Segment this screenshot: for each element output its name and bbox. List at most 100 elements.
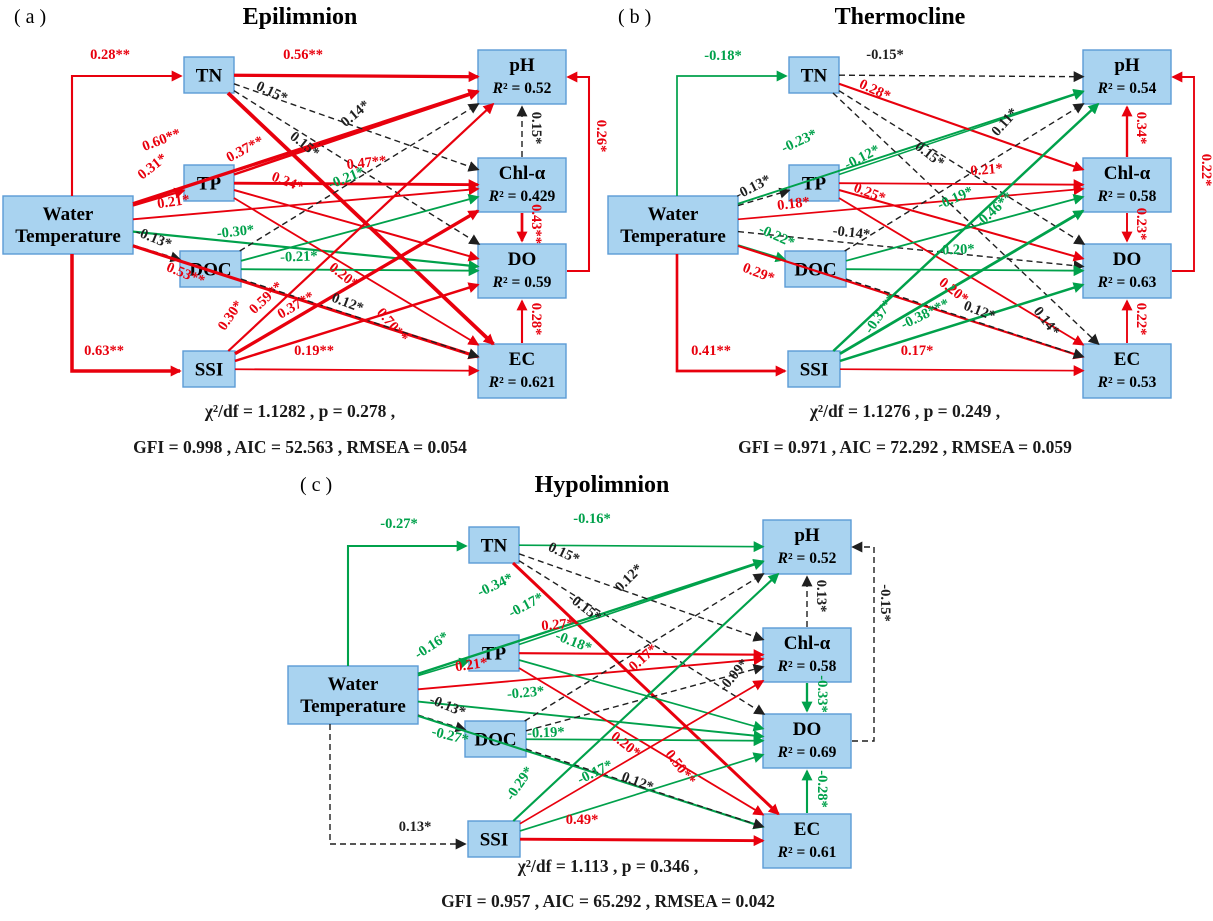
edge-label-tn-ph: -0.16* — [573, 511, 610, 527]
panel-b-stats-1: χ²/df = 1.1276 , p = 0.249 , — [809, 401, 1001, 421]
node-chl-label: Chl-α — [784, 633, 831, 654]
edge-tn-ph — [518, 541, 765, 553]
node-chl-box — [477, 157, 567, 213]
node-chl-label: Chl-α — [499, 163, 546, 184]
panel-c-stats-2: GFI = 0.957 , AIC = 65.292 , RMSEA = 0.0… — [441, 891, 775, 911]
edge-wt-chl — [417, 654, 765, 691]
edge-doc-ph — [524, 573, 765, 722]
node-do-label: DO — [1113, 249, 1142, 270]
node-chl-label: Chl-α — [1104, 163, 1151, 184]
edge-label-wt-do: -0.30* — [216, 222, 255, 242]
node-chl-r2: R² = 0.429 — [488, 188, 556, 205]
edge-do-ph — [851, 541, 875, 742]
edge-doc-do — [845, 265, 1085, 277]
node-ph-r2: R² = 0.52 — [492, 80, 552, 97]
node-ph-label: pH — [1114, 55, 1140, 76]
edge-wt-ph — [417, 558, 765, 675]
edge-doc-ec — [845, 278, 1085, 359]
edge-label-doc-do: -0.19* — [527, 724, 565, 741]
node-tn-label: TN — [801, 66, 828, 87]
panel-c-stats-1: χ²/df = 1.113 , p = 0.346 , — [517, 856, 699, 876]
edge-ssi-chl — [839, 209, 1085, 355]
node-ph-r2: R² = 0.54 — [1097, 80, 1157, 97]
edge-label-do-ph: -0.15* — [877, 584, 893, 621]
edge-wt-do — [737, 230, 1085, 272]
edge-ssi-ph — [512, 572, 780, 822]
edge-label-tn-chl: 0.15* — [546, 539, 582, 567]
edge-tp-ec — [233, 197, 480, 346]
edge-label-wt-chl: 0.21* — [454, 655, 489, 675]
edge-label-tp-ph: -0.17* — [506, 590, 547, 622]
edge-doc-do — [240, 265, 480, 277]
node-ph-label: pH — [794, 525, 820, 546]
edge-wt-ec — [737, 244, 1085, 360]
node-tp-box — [788, 164, 840, 202]
edge-label-wt-do: -0.23* — [506, 683, 545, 702]
edge-label-doc-ph: 0.12* — [612, 561, 646, 595]
node-tp-label: TP — [482, 644, 507, 665]
edge-doc-ec — [240, 278, 480, 359]
node-chl-r2: R² = 0.58 — [777, 658, 837, 675]
node-do-r2: R² = 0.69 — [777, 744, 837, 761]
edge-label-wt-tp: -0.16* — [412, 629, 452, 663]
node-ec-box — [762, 813, 852, 869]
node-tn-label: TN — [196, 66, 223, 87]
edge-label-tp-ec: 0.20* — [608, 729, 644, 762]
node-ec-r2: R² = 0.53 — [1097, 374, 1157, 391]
edge-wt-tp — [132, 187, 186, 207]
edge-tn-do — [518, 560, 766, 715]
node-tn-box — [468, 526, 520, 564]
node-wt-label: Temperature — [620, 226, 726, 247]
edge-label-ec-do: 0.28* — [528, 303, 544, 336]
edge-wt-tn — [676, 70, 788, 196]
edge-ssi-ec — [519, 835, 765, 847]
edge-wt-do — [417, 700, 765, 742]
panel-c-tag: ( c ) — [300, 474, 333, 496]
node-do-box — [762, 713, 852, 769]
edge-wt-chl — [132, 184, 480, 221]
edge-label-doc-ph: 0.11* — [988, 105, 1021, 139]
edge-label-tp-chl: 0.27* — [541, 616, 575, 635]
edge-label-tn-do: 0.15* — [287, 129, 323, 162]
edge-ssi-do — [234, 282, 480, 363]
node-ssi-label: SSI — [480, 830, 509, 851]
edge-label-chl-ph: 0.34* — [1133, 112, 1149, 145]
edge-label-chl-do: 0.43** — [528, 204, 544, 244]
node-tn-box — [788, 56, 840, 94]
panel-a-stats-2: GFI = 0.998 , AIC = 52.563 , RMSEA = 0.0… — [133, 437, 467, 457]
edge-tp-ec — [838, 197, 1085, 346]
node-tp-label: TP — [802, 174, 827, 195]
edge-label-wt-doc: -0.22* — [756, 221, 797, 251]
node-wt-box — [287, 665, 419, 725]
edge-ssi-ph — [227, 102, 495, 352]
node-doc-box — [784, 250, 847, 288]
edge-tn-ph — [233, 71, 480, 83]
edge-tp-ph — [838, 89, 1085, 176]
edge-tn-do — [838, 90, 1086, 245]
edge-label-wt-tn: -0.27* — [380, 516, 417, 532]
node-ph-box — [1082, 49, 1172, 105]
edge-wt-ec — [132, 244, 480, 360]
edge-label-tn-ph: 0.56** — [283, 47, 323, 63]
edge-tp-do — [518, 659, 765, 732]
edge-wt-tp — [737, 187, 791, 207]
edge-ssi-do — [839, 282, 1085, 363]
edge-label-ec-do: -0.28* — [814, 770, 830, 807]
edge-label-ssi-do: -0.17* — [575, 757, 616, 788]
panel-b-tag: ( b ) — [618, 6, 652, 28]
edge-label-tn-chl: 0.28* — [857, 76, 893, 104]
node-ssi-label: SSI — [800, 360, 829, 381]
node-chl-box — [762, 627, 852, 683]
edge-tp-chl — [838, 179, 1085, 191]
edge-label-doc-chl: -0.19* — [935, 183, 976, 213]
edge-label-wt-ssi: 0.13* — [399, 819, 432, 835]
edge-wt-doc — [417, 714, 467, 733]
panel-a-title: Epilimnion — [242, 4, 358, 30]
edge-tn-ec — [226, 91, 495, 346]
edge-tp-ph — [233, 89, 480, 176]
node-chl-box — [1082, 157, 1172, 213]
node-wt-label: Water — [43, 204, 94, 225]
edge-ssi-do — [519, 752, 765, 832]
